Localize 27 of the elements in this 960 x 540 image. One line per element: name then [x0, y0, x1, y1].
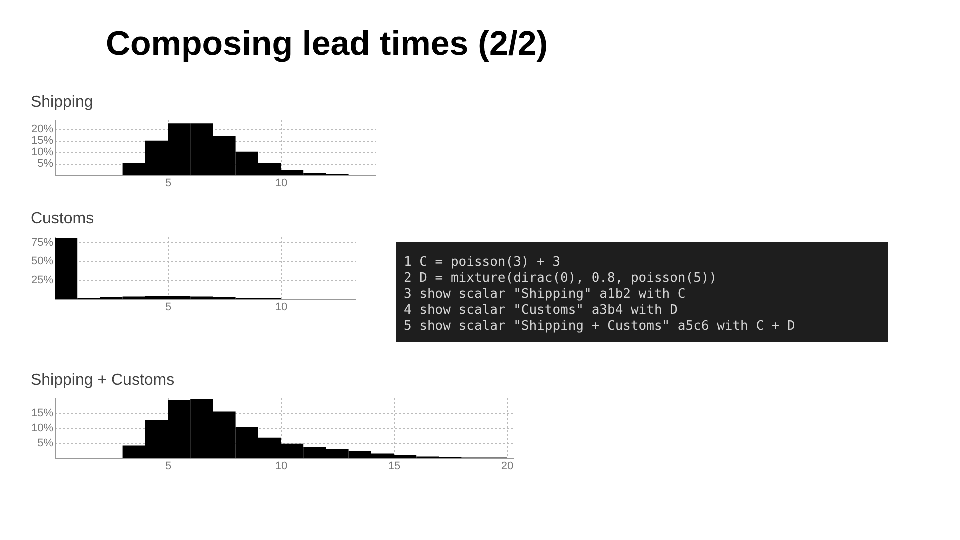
y-tick-label: 25% — [31, 274, 54, 287]
text: 1 C = poisson(3) + 3 — [404, 255, 561, 270]
chart-title: Shipping + Customs — [30, 372, 175, 389]
text: 2 D = mixture(dirac(0), 0.8, poisson(5)) — [404, 271, 718, 286]
chart-title: Shipping — [30, 94, 94, 111]
x-tick-label: 5 — [165, 460, 172, 472]
x-tick-label: 5 — [165, 178, 172, 190]
x-tick-label: 10 — [275, 178, 288, 190]
text: 5 show scalar "Shipping + Customs" a5c6 with C + D — [404, 319, 796, 334]
y-tick-label: 75% — [31, 236, 54, 249]
text: Composing lead times (2/2) — [106, 25, 548, 63]
x-tick-label: 10 — [275, 302, 288, 314]
text: 4 show scalar "Customs" a3b4 with D — [404, 303, 678, 318]
chart-title: Customs — [30, 210, 94, 228]
y-tick-label: 10% — [31, 146, 54, 159]
x-tick-label: 10 — [275, 460, 288, 472]
text: 3 show scalar "Shipping" a1b2 with C — [404, 287, 686, 302]
y-tick-label: 10% — [31, 422, 54, 434]
x-tick-label: 5 — [165, 302, 172, 314]
y-tick-label: 5% — [38, 158, 54, 170]
x-tick-label: 20 — [501, 460, 514, 472]
y-tick-label: 15% — [31, 408, 54, 420]
y-tick-label: 5% — [38, 438, 54, 450]
y-tick-label: 50% — [31, 256, 54, 268]
y-tick-label: 15% — [31, 135, 54, 148]
y-tick-label: 20% — [31, 124, 54, 136]
x-tick-label: 15 — [388, 460, 401, 472]
